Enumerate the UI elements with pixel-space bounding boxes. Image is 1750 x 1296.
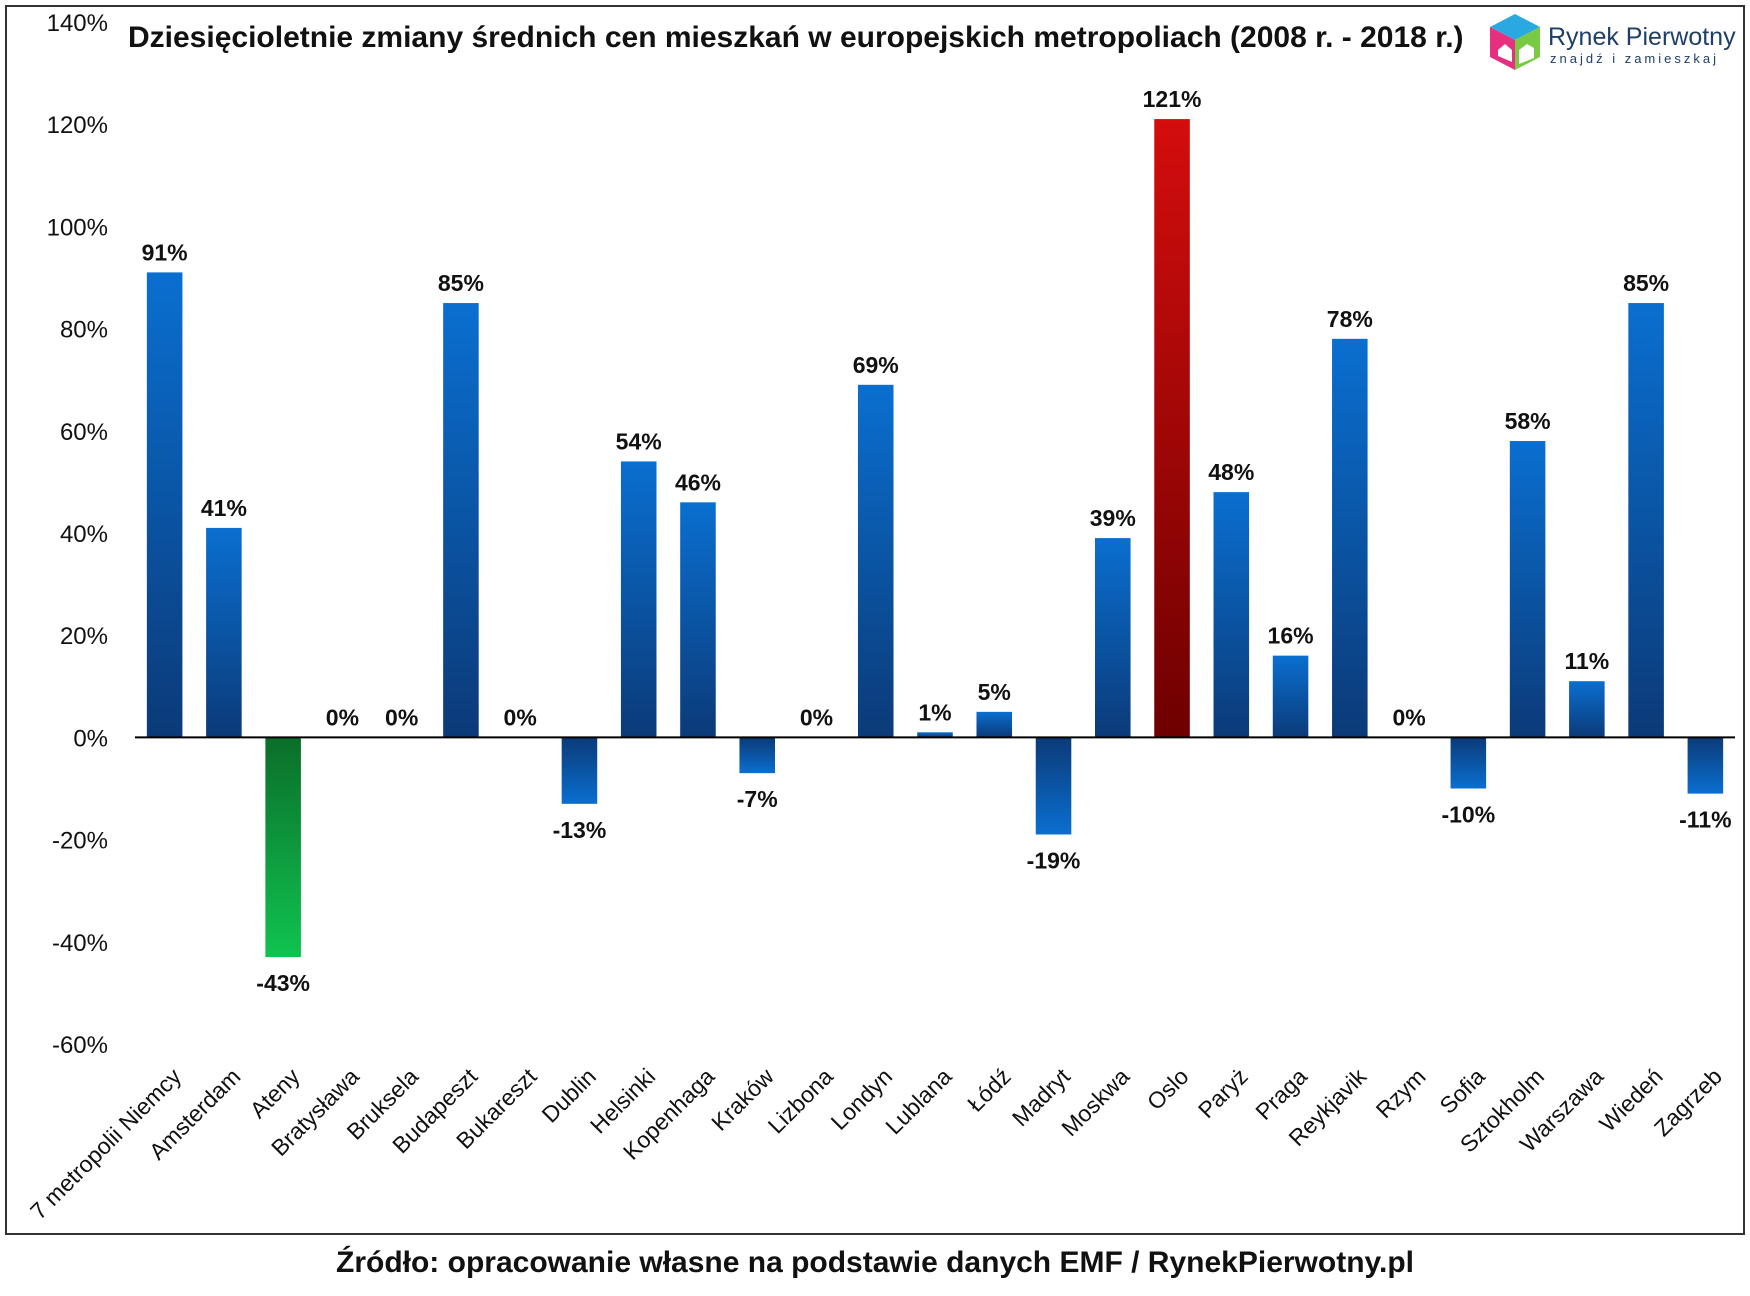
bar bbox=[917, 732, 953, 738]
y-tick-label: 100% bbox=[47, 214, 108, 241]
value-label: -19% bbox=[1027, 847, 1081, 873]
value-label: 1% bbox=[918, 699, 951, 725]
x-tick-label: Oslo bbox=[1142, 1063, 1194, 1115]
bar bbox=[1509, 441, 1546, 738]
value-label: 0% bbox=[504, 704, 537, 730]
bar bbox=[620, 461, 657, 738]
value-label: 85% bbox=[438, 270, 484, 296]
value-label: 46% bbox=[675, 469, 721, 495]
bar bbox=[1687, 737, 1724, 794]
bar bbox=[561, 737, 598, 804]
value-label: 69% bbox=[853, 352, 899, 378]
brand-logo: Rynek Pierwotny znajdź i zamieszkaj bbox=[1490, 14, 1736, 70]
value-label: 91% bbox=[142, 239, 188, 265]
x-tick-label: Lizbona bbox=[763, 1063, 839, 1139]
bar bbox=[1154, 119, 1190, 738]
x-tick-label: Łódź bbox=[962, 1063, 1016, 1117]
y-tick-label: -40% bbox=[52, 930, 108, 957]
bar bbox=[1450, 737, 1487, 789]
value-labels: 91% 41% -43% 0% 0% 85% 0% -13% 54% 46% -7% 0% 69% 1% 5… bbox=[142, 86, 1732, 996]
value-label: -11% bbox=[1679, 807, 1731, 833]
value-label: 0% bbox=[1392, 704, 1425, 730]
bars bbox=[146, 119, 1724, 958]
value-label: 121% bbox=[1143, 86, 1202, 112]
y-tick-label: 80% bbox=[60, 317, 108, 344]
y-tick-label: 40% bbox=[60, 521, 108, 548]
logo-tagline: znajdź i zamieszkaj bbox=[1550, 51, 1719, 66]
bar bbox=[146, 272, 183, 738]
value-label: -13% bbox=[553, 817, 607, 843]
house-cube-icon bbox=[1490, 14, 1540, 70]
value-label: 58% bbox=[1505, 408, 1551, 434]
y-tick-label: 60% bbox=[60, 419, 108, 446]
bar bbox=[739, 737, 775, 774]
y-tick-label: 120% bbox=[47, 112, 108, 139]
bar bbox=[680, 502, 716, 738]
bar bbox=[976, 711, 1013, 738]
logo-name: Rynek Pierwotny bbox=[1548, 23, 1736, 51]
bar bbox=[206, 527, 242, 738]
chart-title: Dziesięcioletnie zmiany średnich cen mie… bbox=[128, 21, 1464, 54]
y-tick-label: 0% bbox=[73, 725, 108, 752]
value-label: 54% bbox=[616, 428, 662, 454]
value-label: 0% bbox=[326, 704, 359, 730]
y-axis-tick-labels: -60% -40% -20% 0% 20% 40% 60% 80% 100% 120% 140% bbox=[47, 10, 108, 1059]
bar bbox=[1569, 681, 1605, 738]
bar bbox=[1628, 303, 1664, 738]
value-label: 11% bbox=[1564, 648, 1609, 674]
y-tick-label: -60% bbox=[52, 1032, 108, 1059]
y-tick-label: 20% bbox=[60, 623, 108, 650]
bar bbox=[1035, 737, 1072, 835]
bar bbox=[1332, 338, 1368, 738]
x-tick-label: Sofia bbox=[1434, 1063, 1490, 1119]
bar bbox=[1095, 538, 1131, 738]
value-label: 39% bbox=[1090, 505, 1136, 531]
value-label: 0% bbox=[800, 704, 833, 730]
bar bbox=[265, 737, 301, 958]
value-label: 16% bbox=[1268, 623, 1314, 649]
value-label: 85% bbox=[1623, 270, 1669, 296]
x-tick-label: Rzym bbox=[1371, 1063, 1431, 1123]
value-label: -43% bbox=[256, 970, 310, 996]
source-note: Źródło: opracowanie własne na podstawie … bbox=[336, 1246, 1414, 1279]
bar-chart: Dziesięcioletnie zmiany średnich cen mie… bbox=[25, 10, 1736, 1225]
value-label: 48% bbox=[1208, 459, 1254, 485]
x-tick-label: Lublana bbox=[880, 1063, 956, 1139]
bar bbox=[1272, 655, 1309, 738]
value-label: -7% bbox=[737, 786, 778, 812]
value-label: 5% bbox=[978, 679, 1011, 705]
y-tick-label: -20% bbox=[52, 828, 108, 855]
value-label: -10% bbox=[1441, 802, 1495, 828]
bar bbox=[1213, 492, 1250, 738]
y-tick-label: 140% bbox=[47, 10, 108, 37]
x-tick-label: Paryż bbox=[1193, 1063, 1253, 1123]
value-label: 41% bbox=[201, 495, 247, 521]
bar bbox=[857, 384, 894, 738]
value-label: 78% bbox=[1327, 306, 1373, 332]
value-label: 0% bbox=[385, 704, 418, 730]
bar bbox=[443, 303, 479, 738]
